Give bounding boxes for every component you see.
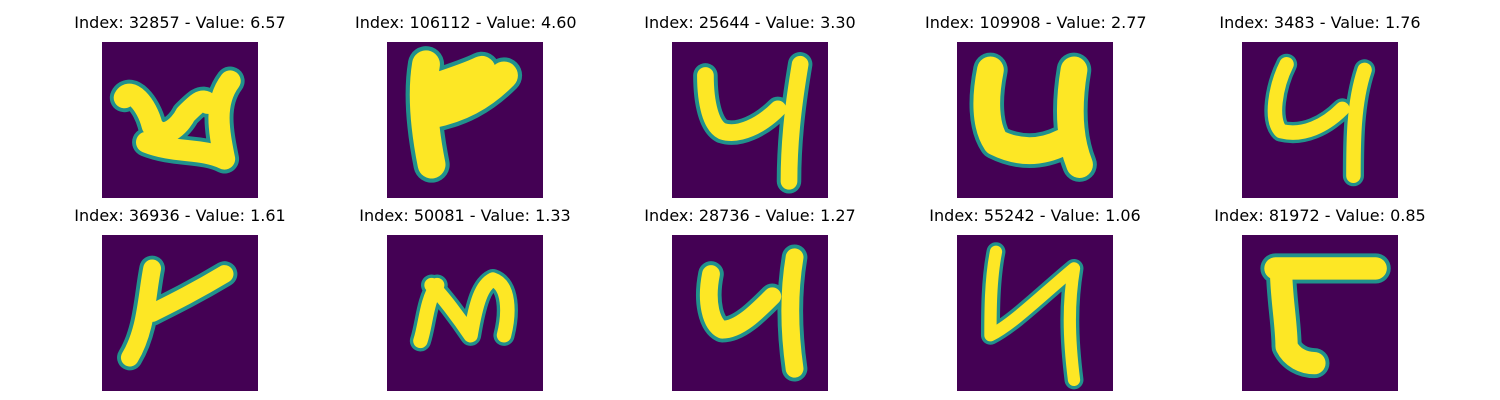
panel-2: Index: 106112 - Value: 4.60 xyxy=(355,12,575,197)
digit-image xyxy=(102,42,258,198)
digit-image xyxy=(957,235,1113,391)
panel-title: Index: 55242 - Value: 1.06 xyxy=(925,205,1145,227)
panel-title: Index: 81972 - Value: 0.85 xyxy=(1210,205,1430,227)
panel-title: Index: 106112 - Value: 4.60 xyxy=(355,12,575,34)
panel-10: Index: 81972 - Value: 0.85 xyxy=(1210,205,1430,390)
panel-title: Index: 28736 - Value: 1.27 xyxy=(640,205,860,227)
digit-image xyxy=(672,42,828,198)
panel-title: Index: 109908 - Value: 2.77 xyxy=(925,12,1145,34)
digit-image xyxy=(1242,42,1398,198)
digit-image xyxy=(387,42,543,198)
panel-9: Index: 55242 - Value: 1.06 xyxy=(925,205,1145,390)
digit-image xyxy=(957,42,1113,198)
panel-title: Index: 32857 - Value: 6.57 xyxy=(70,12,290,34)
panel-3: Index: 25644 - Value: 3.30 xyxy=(640,12,860,197)
panel-title: Index: 36936 - Value: 1.61 xyxy=(70,205,290,227)
panel-title: Index: 3483 - Value: 1.76 xyxy=(1210,12,1430,34)
panel-6: Index: 36936 - Value: 1.61 xyxy=(70,205,290,390)
panel-title: Index: 25644 - Value: 3.30 xyxy=(640,12,860,34)
panel-4: Index: 109908 - Value: 2.77 xyxy=(925,12,1145,197)
panel-title: Index: 50081 - Value: 1.33 xyxy=(355,205,575,227)
panel-7: Index: 50081 - Value: 1.33 xyxy=(355,205,575,390)
panel-5: Index: 3483 - Value: 1.76 xyxy=(1210,12,1430,197)
panel-8: Index: 28736 - Value: 1.27 xyxy=(640,205,860,390)
digit-image xyxy=(1242,235,1398,391)
digit-image xyxy=(102,235,258,391)
digit-image xyxy=(387,235,543,391)
panel-1: Index: 32857 - Value: 6.57 xyxy=(70,12,290,197)
digit-image xyxy=(672,235,828,391)
